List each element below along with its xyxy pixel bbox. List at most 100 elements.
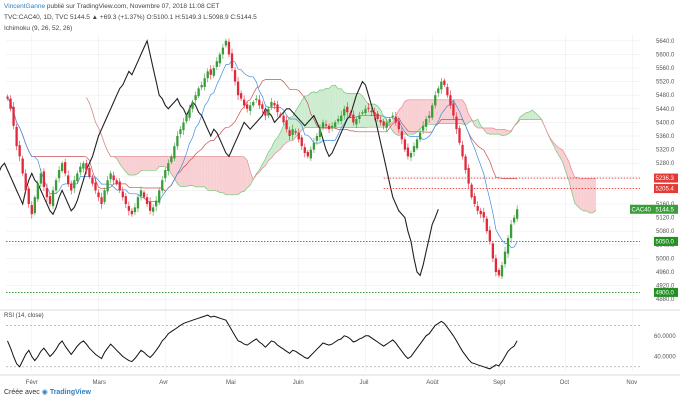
candle (273, 100, 276, 110)
candle-body (203, 78, 206, 88)
candle (337, 115, 340, 125)
candle-body (509, 224, 513, 238)
price-tag-box (654, 184, 678, 194)
price-axis-tick: 5640.0 (656, 39, 675, 45)
candle-body (273, 103, 276, 106)
candle (367, 103, 370, 113)
candle (112, 171, 115, 185)
cloud-segment (589, 178, 593, 214)
candle-body (182, 122, 185, 131)
candle-body (512, 217, 516, 223)
candle (321, 119, 325, 131)
candle-body (285, 120, 288, 130)
candle (258, 94, 261, 109)
cloud-segment (438, 99, 442, 124)
chart-header-line1: VincentGanne publié sur TradingView.com,… (4, 3, 219, 10)
candle (340, 110, 343, 125)
candle (330, 122, 334, 132)
cloud-segment (134, 156, 138, 176)
candle (494, 254, 498, 277)
cloud-segment (156, 156, 160, 171)
cloud-segment (213, 156, 217, 191)
candle-body (127, 206, 131, 211)
candle (343, 105, 346, 120)
cloud-segment (359, 93, 363, 128)
candle (209, 64, 212, 80)
candle (288, 127, 291, 141)
candle (239, 90, 243, 101)
cloud-segment (298, 100, 302, 135)
candle (464, 154, 467, 174)
candle (270, 97, 273, 110)
price-axis-tick: 5400.0 (656, 120, 675, 126)
candle (276, 100, 279, 117)
author-link[interactable]: VincentGanne (4, 3, 46, 10)
candle-body (309, 149, 313, 159)
candle-body (258, 99, 261, 106)
candle (164, 167, 167, 182)
candle-body (288, 130, 291, 136)
candle (170, 154, 173, 165)
candle-body (121, 191, 124, 198)
rsi-axis-tick: 40.0000 (654, 354, 676, 360)
candle (94, 177, 97, 194)
candle (282, 112, 285, 126)
candle (376, 110, 379, 122)
cloud-segment (319, 89, 323, 128)
candle (224, 38, 228, 48)
candle (315, 132, 319, 145)
candle (242, 95, 246, 109)
candle (352, 110, 355, 126)
footer-brand[interactable]: TradingView (49, 389, 91, 396)
candle (188, 104, 191, 121)
candle-body (388, 119, 391, 123)
candle (127, 201, 131, 216)
candle (27, 185, 30, 208)
cloud-segment (262, 158, 266, 169)
candle (349, 110, 352, 118)
time-axis-tick: Août (426, 380, 439, 386)
candle (158, 187, 161, 206)
candle-body (337, 119, 340, 122)
cloud-segment (125, 156, 129, 176)
candle (227, 38, 231, 58)
candle-body (212, 68, 215, 76)
candle-body (85, 163, 88, 170)
candle-body (321, 122, 325, 129)
candle-body (188, 108, 191, 118)
candle (64, 158, 67, 177)
price-axis-tick: 5520.0 (656, 80, 675, 86)
candle (179, 126, 182, 139)
candle (309, 146, 313, 162)
cloud-segment (301, 95, 305, 131)
candle-body (352, 114, 355, 123)
candle-body (115, 180, 118, 184)
candle-body (318, 129, 322, 138)
cloud-segment (404, 99, 408, 135)
cloud-segment (183, 156, 187, 187)
candle (434, 91, 437, 109)
candle-body (343, 108, 346, 116)
candle (327, 123, 331, 133)
candle (461, 140, 464, 160)
candle (221, 43, 225, 59)
candle-body (330, 125, 334, 128)
candle (6, 94, 9, 101)
candle (130, 208, 134, 217)
candle-body (403, 139, 407, 150)
cloud-segment (474, 119, 478, 129)
candle (30, 201, 33, 219)
candle (197, 86, 200, 99)
candle (279, 112, 282, 118)
cloud-segment (147, 156, 151, 171)
candle-body (79, 166, 82, 173)
candle (45, 183, 49, 202)
candle (261, 101, 264, 113)
candle-body (270, 102, 273, 107)
cloud-segment (574, 177, 578, 207)
candle (161, 176, 164, 194)
candle-body (91, 177, 94, 184)
candle (233, 66, 237, 86)
price-axis-tick: 5440.0 (656, 107, 675, 113)
candle-body (30, 205, 33, 215)
